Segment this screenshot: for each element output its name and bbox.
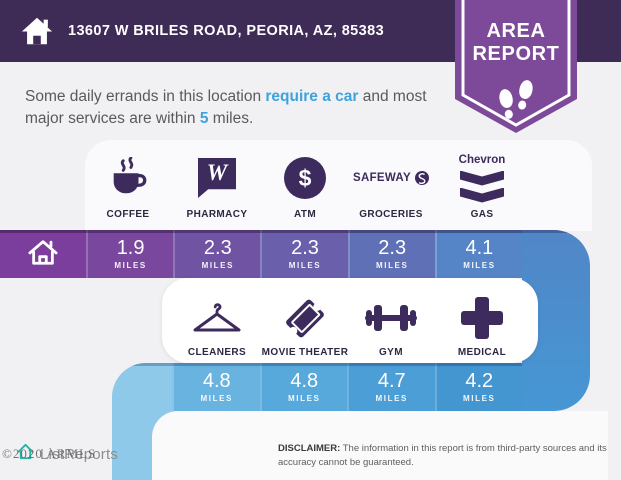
distance-cell: 4.1 MILES bbox=[434, 230, 522, 278]
path-connector bbox=[522, 230, 590, 411]
distance-unit: MILES bbox=[375, 394, 408, 403]
distance-unit: MILES bbox=[200, 394, 233, 403]
amenity-item: $ ATM bbox=[245, 150, 365, 220]
amenity-label: GYM bbox=[379, 347, 403, 358]
amenity-label: MEDICAL bbox=[457, 347, 507, 358]
distance-cell: 2.3 MILES bbox=[260, 230, 348, 278]
amenity-label: CLEANERS bbox=[187, 347, 247, 358]
amenity-item: SAFEWAY GROCERIES bbox=[331, 150, 451, 220]
home-cell bbox=[0, 230, 86, 278]
property-address: 13607 W BRILES ROAD, PEORIA, AZ, 85383 bbox=[68, 23, 385, 39]
footer-card bbox=[152, 411, 608, 480]
amenity-label: MOVIE THEATER bbox=[261, 347, 349, 358]
distance-unit: MILES bbox=[114, 261, 147, 270]
row1-icons-card bbox=[85, 140, 592, 231]
disclaimer-text: DISCLAIMER: The information in this repo… bbox=[278, 443, 607, 468]
distance-bar-row2: 4.8 MILES 4.8 MILES 4.7 MILES 4.2 MILES bbox=[112, 363, 522, 411]
amenity-label: GROCERIES bbox=[359, 209, 423, 220]
dollar-circle-icon: $ bbox=[245, 150, 365, 206]
armls-watermark: ©2020 ARMLS bbox=[2, 446, 97, 461]
distance-value: 4.8 bbox=[290, 370, 319, 392]
amenity-label: GAS bbox=[470, 209, 494, 220]
distance-unit: MILES bbox=[463, 261, 496, 270]
disclaimer-label: DISCLAIMER: bbox=[278, 443, 341, 454]
footprints-icon bbox=[497, 78, 535, 110]
amenity-item: W PHARMACY bbox=[157, 150, 277, 220]
distance-bar-row1: 1.9 MILES 2.3 MILES 2.3 MILES 2.3 MILES … bbox=[0, 230, 522, 278]
dumbbell-icon bbox=[331, 292, 451, 344]
amenity-label: COFFEE bbox=[106, 209, 150, 220]
distance-value: 2.3 bbox=[291, 237, 319, 259]
walgreens-w-icon: W bbox=[157, 150, 277, 206]
distance-cell: 1.9 MILES bbox=[86, 230, 174, 278]
safeway-logo-icon: SAFEWAY bbox=[331, 150, 451, 206]
hanger-icon bbox=[157, 292, 277, 344]
distance-value: 4.2 bbox=[465, 370, 494, 392]
amenity-label: PHARMACY bbox=[186, 209, 248, 220]
amenity-item: GYM bbox=[331, 292, 451, 358]
path-tail bbox=[112, 363, 172, 411]
distance-cell: 4.8 MILES bbox=[259, 363, 347, 411]
ribbon-title: AREA REPORT bbox=[472, 20, 560, 65]
distance-unit: MILES bbox=[375, 261, 409, 270]
amenity-item: COFFEE bbox=[68, 150, 188, 220]
distance-unit: MILES bbox=[288, 261, 322, 270]
coffee-icon bbox=[68, 150, 188, 206]
chevron-logo-icon: Chevron bbox=[422, 150, 542, 206]
medical-cross-icon bbox=[422, 292, 542, 344]
distance-value: 4.7 bbox=[377, 370, 406, 392]
distance-cell: 4.7 MILES bbox=[347, 363, 435, 411]
home-icon bbox=[20, 15, 54, 47]
home-icon bbox=[26, 237, 60, 272]
listreports-wordmark: ListReports bbox=[40, 445, 119, 463]
distance-value: 2.3 bbox=[378, 237, 407, 259]
amenity-label: ATM bbox=[293, 209, 317, 220]
amenity-item: Chevron GAS bbox=[422, 150, 542, 221]
distance-cell: 4.2 MILES bbox=[434, 363, 522, 411]
listreports-house-icon bbox=[16, 442, 35, 466]
distance-unit: MILES bbox=[463, 394, 496, 403]
distance-unit: MILES bbox=[201, 261, 235, 270]
distance-cell: 2.3 MILES bbox=[173, 230, 261, 278]
intro-highlight: 5 bbox=[199, 109, 209, 127]
distance-value: 4.8 bbox=[202, 370, 231, 392]
amenity-item: CLEANERS bbox=[157, 292, 277, 358]
intro-text: Some daily errands in this location requ… bbox=[25, 87, 427, 127]
distance-value: 4.1 bbox=[465, 237, 494, 259]
amenity-item: MEDICAL bbox=[422, 292, 542, 358]
listreports-logo: ListReports bbox=[16, 442, 118, 466]
distance-value: 2.3 bbox=[203, 237, 232, 259]
area-report-ribbon: AREA REPORT bbox=[455, 0, 577, 140]
distance-unit: MILES bbox=[288, 394, 321, 403]
distance-cell: 4.8 MILES bbox=[172, 363, 260, 411]
path-tail-strip bbox=[112, 400, 152, 480]
distance-value: 1.9 bbox=[116, 237, 145, 259]
intro-highlight: require a car bbox=[265, 87, 359, 105]
distance-cell: 2.3 MILES bbox=[347, 230, 435, 278]
amenity-item: MOVIE THEATER bbox=[245, 292, 365, 358]
